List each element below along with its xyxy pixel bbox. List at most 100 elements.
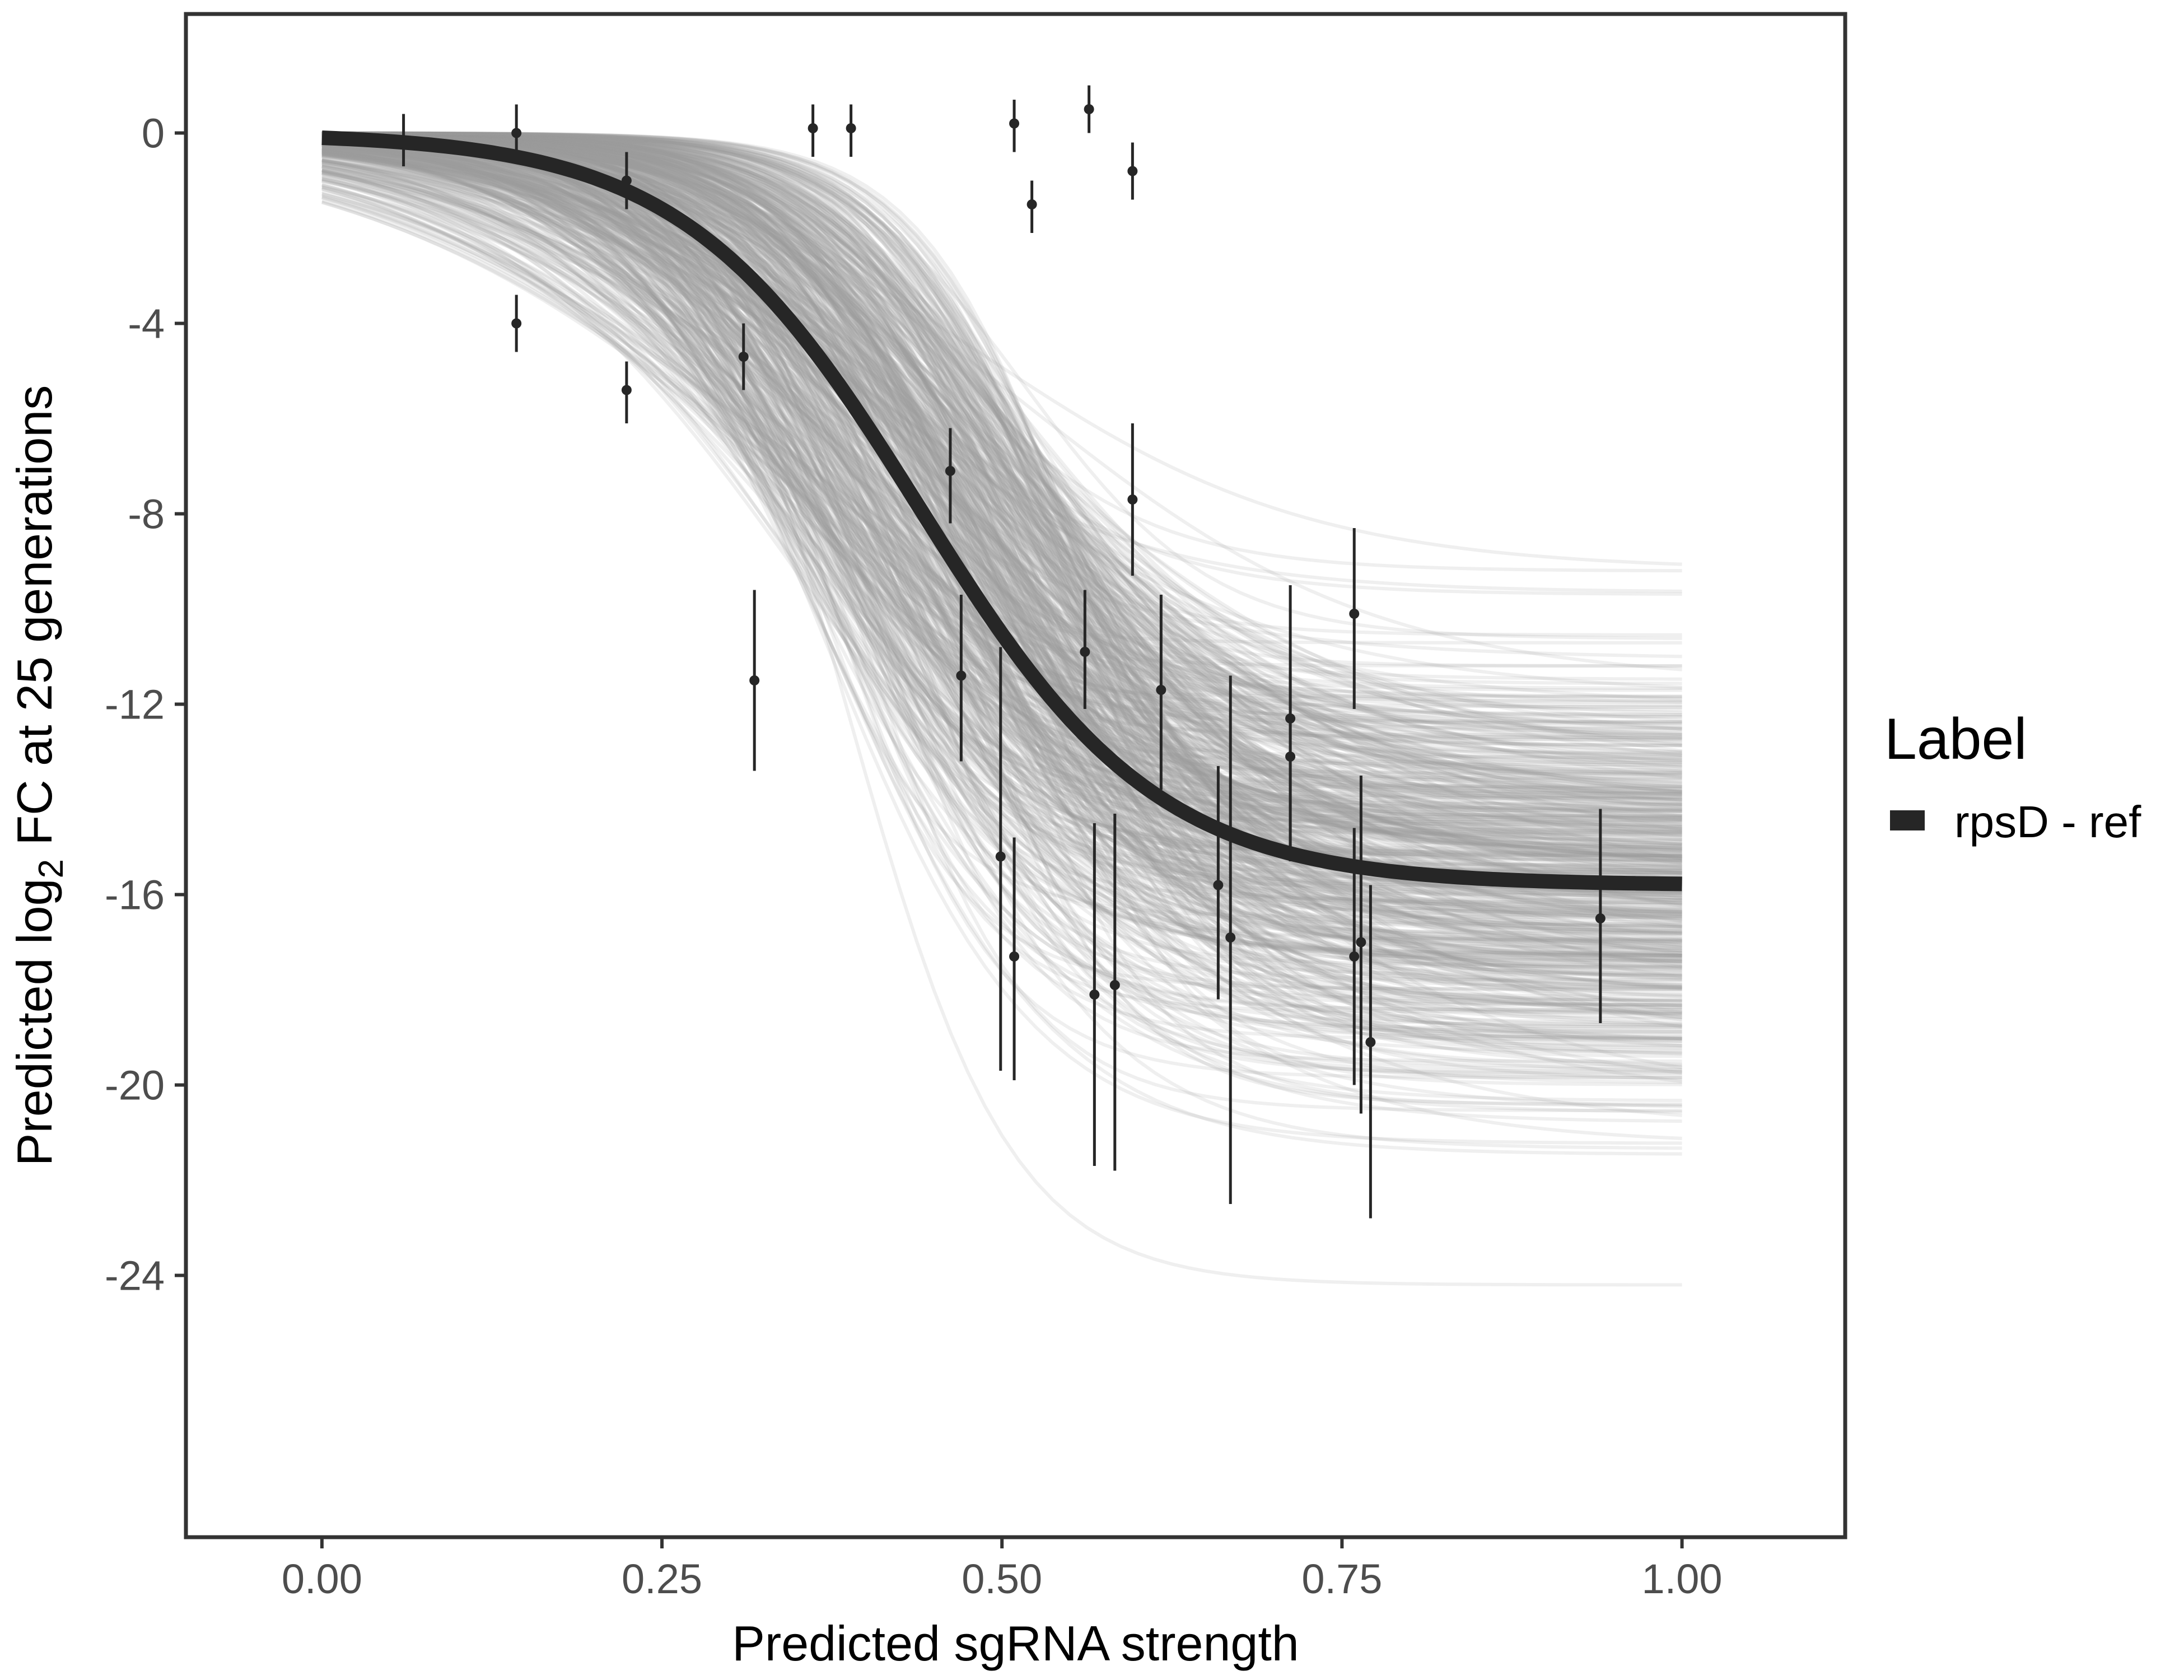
posterior-draw-line — [321, 132, 1682, 685]
posterior-draw-line — [321, 133, 1682, 853]
posterior-draw-line — [321, 131, 1682, 818]
observation — [808, 104, 818, 157]
data-point — [1080, 647, 1090, 657]
posterior-draw-line — [321, 131, 1682, 862]
posterior-draw-line — [321, 131, 1682, 916]
observation — [1009, 837, 1020, 1080]
posterior-draw-line — [321, 132, 1682, 852]
observation — [1080, 590, 1090, 709]
posterior-draw-line — [321, 132, 1682, 1041]
posterior-draw-line — [321, 132, 1682, 917]
posterior-draw-line — [321, 132, 1682, 813]
posterior-draw-line — [321, 132, 1682, 732]
posterior-draw-line — [321, 132, 1682, 712]
posterior-draw-line — [321, 147, 1682, 806]
posterior-draw-line — [321, 132, 1682, 847]
posterior-draw-line — [321, 131, 1682, 968]
posterior-draw-line — [321, 150, 1682, 875]
data-point — [621, 175, 632, 186]
posterior-draw-line — [321, 138, 1682, 799]
posterior-draw-line — [321, 168, 1683, 969]
posterior-draw-line — [321, 134, 1682, 858]
posterior-draw-line — [321, 148, 1682, 864]
posterior-draw-line — [321, 133, 1682, 1066]
posterior-draw-line — [321, 132, 1682, 1016]
posterior-draw-line — [321, 169, 1683, 906]
y-axis-title-suffix: FC at 25 generations — [7, 385, 62, 859]
observation — [995, 647, 1006, 1071]
posterior-draw-line — [321, 170, 1682, 948]
posterior-draw-line — [321, 143, 1682, 861]
posterior-draw-line — [321, 133, 1682, 763]
posterior-draw-line — [321, 134, 1682, 888]
posterior-draw-line — [321, 162, 1682, 846]
observation — [511, 104, 522, 157]
posterior-draw-line — [321, 147, 1682, 801]
data-point — [1156, 685, 1166, 695]
main-curve-rpsd-ref — [321, 130, 1682, 892]
posterior-draw-line — [321, 132, 1682, 768]
posterior-draw-line — [321, 158, 1682, 806]
posterior-draw-line — [321, 145, 1682, 978]
posterior-draw-line — [321, 153, 1682, 838]
data-point — [1084, 104, 1094, 114]
posterior-draw-line — [321, 131, 1682, 969]
posterior-draw-line — [321, 132, 1682, 637]
posterior-draw-line — [321, 165, 1682, 811]
observation — [398, 114, 409, 166]
observation — [1109, 814, 1120, 1171]
posterior-draw-line — [321, 132, 1682, 1050]
data-point — [511, 128, 522, 138]
posterior-draw-line — [321, 133, 1682, 690]
observation — [1127, 423, 1138, 576]
observation — [738, 323, 749, 390]
posterior-draw-line — [321, 132, 1682, 858]
posterior-draw-line — [321, 131, 1682, 799]
observation — [1356, 776, 1366, 1114]
posterior-draw-line — [321, 150, 1682, 744]
data-point — [1127, 494, 1138, 505]
posterior-draw-line — [321, 132, 1682, 910]
posterior-draw-line — [321, 148, 1682, 842]
posterior-draw-line — [321, 131, 1682, 820]
posterior-draw-line — [321, 142, 1682, 724]
posterior-draw-line — [321, 131, 1682, 987]
posterior-draw-line — [321, 133, 1682, 833]
observation — [1349, 528, 1360, 709]
posterior-draw-line — [321, 131, 1682, 893]
posterior-draw-line — [321, 132, 1682, 740]
observation — [1026, 180, 1037, 233]
posterior-draw-line — [321, 143, 1682, 593]
posterior-draw-line — [321, 145, 1682, 981]
posterior-draw-line — [321, 131, 1682, 1055]
posterior-draw-line — [321, 171, 1682, 940]
data-point — [1089, 990, 1100, 1000]
posterior-draw-line — [321, 135, 1682, 731]
posterior-draw-line — [321, 131, 1682, 668]
posterior-draw-line — [321, 142, 1682, 794]
posterior-draw-line — [321, 131, 1682, 823]
posterior-draw-line — [321, 159, 1683, 832]
observation — [956, 595, 967, 762]
posterior-draw-line — [321, 141, 1682, 767]
posterior-draw-line — [321, 148, 1682, 900]
posterior-draw-line — [321, 142, 1682, 953]
posterior-draw-line — [321, 131, 1682, 786]
posterior-draw-line — [321, 134, 1682, 886]
posterior-draw-line — [321, 132, 1682, 932]
posterior-draw-line — [321, 132, 1682, 836]
posterior-draw-line — [321, 152, 1682, 792]
panel-border — [184, 12, 1847, 1539]
posterior-draw-line — [321, 133, 1682, 962]
observation — [1009, 100, 1020, 152]
posterior-draw-line — [321, 152, 1682, 769]
posterior-draw-line — [321, 132, 1682, 842]
posterior-draw-line — [321, 143, 1682, 717]
posterior-draw-line — [321, 141, 1682, 863]
posterior-draw-line — [321, 179, 1682, 773]
posterior-draw-line — [321, 150, 1682, 966]
data-point — [1109, 980, 1120, 990]
posterior-draw-line — [321, 131, 1682, 1033]
y-axis-title: Predicted log2 FC at 25 generations — [7, 385, 71, 1166]
legend-label-rpsd-ref: rpsD - ref — [1954, 797, 2141, 847]
